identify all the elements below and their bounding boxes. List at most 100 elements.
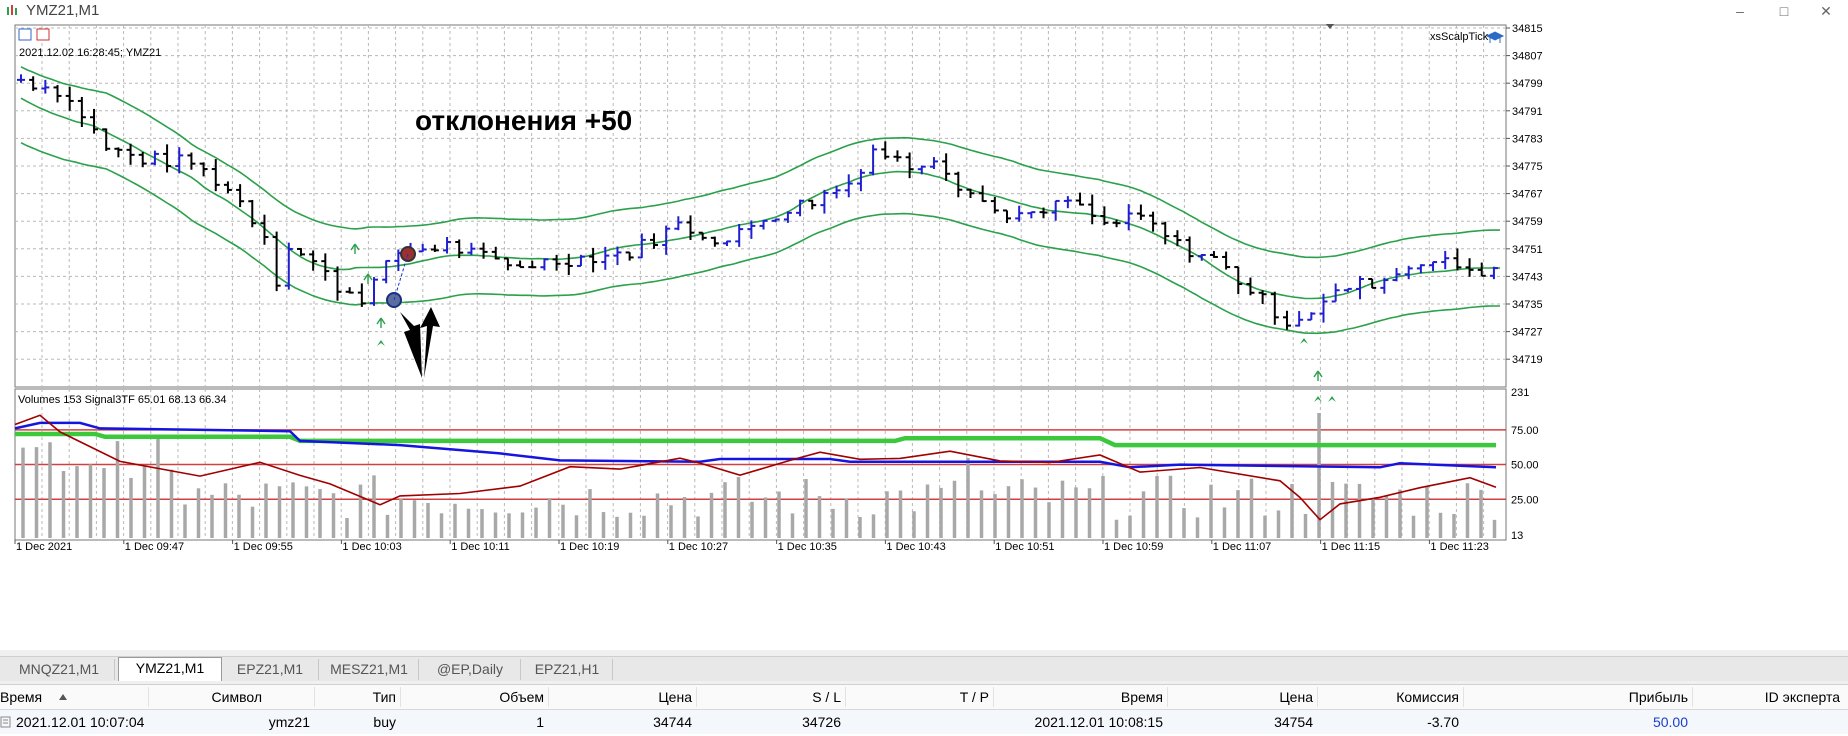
col-tp[interactable]: T / P [959, 689, 989, 705]
chart-tabs: MNQZ21,M1 YMZ21,M1 EPZ21,M1 MESZ21,M1 @E… [0, 656, 1848, 681]
price-label: 34719 [1512, 354, 1543, 366]
exit-marker [400, 246, 416, 262]
indicator-level-label: 50.00 [1511, 460, 1539, 472]
band-middle [20, 97, 1501, 300]
time-label: 1 Dec 10:11 [451, 541, 510, 553]
time-label: 1 Dec 11:23 [1430, 541, 1489, 553]
trade-sl: 34726 [802, 714, 841, 730]
price-label: 34767 [1512, 189, 1543, 201]
close-button[interactable]: ✕ [1820, 3, 1832, 19]
tab-mnqz21[interactable]: MNQZ21,M1 [4, 659, 115, 680]
window-titlebar: YMZ21,M1 – □ ✕ [0, 0, 1848, 23]
col-close-price[interactable]: Цена [1279, 689, 1313, 705]
time-label: 1 Dec 10:03 [342, 541, 401, 553]
time-label: 1 Dec 10:43 [886, 541, 945, 553]
col-close-time[interactable]: Время [1120, 689, 1163, 705]
col-symbol[interactable]: Символ [211, 689, 262, 705]
tab-epz21-h1[interactable]: EPZ21,H1 [522, 659, 613, 680]
time-label: 1 Dec 10:19 [560, 541, 619, 553]
tab-ep-daily[interactable]: @EP,Daily [420, 659, 521, 680]
price-chart[interactable]: 34815 34807 34799 34791 34783 34775 34767 34759… [0, 22, 1848, 650]
time-label: 1 Dec 2021 [16, 541, 72, 553]
tab-ymz21[interactable]: YMZ21,M1 [118, 657, 222, 681]
trade-type: buy [373, 714, 396, 730]
signal-arrow-icon [1313, 370, 1323, 381]
annotation-arrow-icon [400, 312, 422, 378]
trade-price: 34744 [653, 714, 692, 730]
sort-asc-icon [59, 694, 67, 700]
time-label: 1 Dec 10:35 [778, 541, 837, 553]
price-label: 34727 [1512, 327, 1543, 339]
chart-window[interactable]: 34815 34807 34799 34791 34783 34775 34767 34759… [0, 22, 1848, 650]
window-title: YMZ21,M1 [26, 2, 100, 19]
price-label: 34791 [1512, 106, 1543, 118]
chart-annotation: отклонения +50 [415, 105, 632, 136]
signal-arrow-icon [376, 317, 386, 328]
tab-epz21[interactable]: EPZ21,M1 [222, 659, 319, 680]
signal-red-line [14, 414, 1497, 521]
col-price[interactable]: Цена [658, 689, 692, 705]
time-label: 1 Dec 09:55 [234, 541, 293, 553]
band-lower [20, 141, 1500, 335]
indicator-level-label: 13 [1511, 530, 1523, 542]
trade-icon [0, 716, 11, 728]
col-expert-id[interactable]: ID эксперта [1764, 689, 1840, 705]
trade-link-line [393, 253, 409, 301]
tab-mesz21[interactable]: MESZ21,M1 [320, 659, 419, 680]
indicator-label: Volumes 153 Signal3TF 65.01 68.13 66.34 [18, 394, 227, 406]
col-type[interactable]: Тип [372, 689, 396, 705]
time-label: 1 Dec 11:15 [1322, 541, 1381, 553]
trade-symbol: ymz21 [268, 714, 310, 730]
minimize-button[interactable]: – [1736, 3, 1744, 19]
price-label: 34735 [1512, 299, 1543, 311]
price-label: 34751 [1512, 244, 1543, 256]
trade-close-time: 2021.12.01 10:08:15 [1034, 714, 1163, 730]
signal-arrow-icon [350, 243, 360, 254]
price-label: 34743 [1512, 271, 1543, 283]
trades-table: Время Символ Тип Объем Цена S / L T / P … [0, 684, 1848, 736]
time-label: 1 Dec 10:59 [1104, 541, 1163, 553]
price-label: 34815 [1512, 23, 1543, 35]
indicator-level-label: 231 [1511, 387, 1529, 399]
time-label: 1 Dec 10:51 [995, 541, 1054, 553]
annotation-arrow-icon [420, 307, 440, 378]
price-label: 34783 [1512, 133, 1543, 145]
price-label: 34759 [1512, 216, 1543, 228]
maximize-button[interactable]: □ [1779, 3, 1789, 19]
indicator-level-label: 25.00 [1511, 494, 1539, 506]
col-sl[interactable]: S / L [812, 689, 841, 705]
trade-tp [890, 710, 989, 734]
price-panel [14, 24, 1507, 388]
price-label: 34807 [1512, 51, 1543, 63]
chart-info: 2021.12.02 16:28:45; YMZ21 [19, 47, 161, 59]
signal-green-line [15, 431, 1496, 448]
col-volume[interactable]: Объем [499, 689, 544, 705]
trade-close-price: 34754 [1274, 714, 1313, 730]
expert-name: xsScalpTick [1430, 31, 1489, 43]
chart-app-icon [7, 5, 17, 15]
trade-profit: 50.00 [1652, 714, 1688, 730]
trades-table-header: Время Символ Тип Объем Цена S / L T / P … [0, 685, 1848, 710]
indicator-level-label: 75.00 [1511, 425, 1539, 437]
graduation-cap-icon [1485, 31, 1505, 43]
band-upper [20, 66, 1500, 259]
col-time[interactable]: Время [0, 689, 43, 705]
signal-chevron-icon [1314, 396, 1322, 402]
trade-volume: 1 [536, 714, 544, 730]
time-label: 1 Dec 09:47 [125, 541, 184, 553]
time-label: 1 Dec 11:07 [1213, 541, 1272, 553]
trade-panel-icon [36, 28, 50, 41]
trade-expert-id [1720, 710, 1840, 734]
scroll-marker-icon [1326, 24, 1334, 29]
col-profit[interactable]: Прибыль [1628, 689, 1688, 705]
one-click-icon [18, 28, 32, 41]
signal-chevron-icon [377, 340, 385, 346]
price-label: 34799 [1512, 78, 1543, 90]
signal-blue-line [14, 421, 1497, 469]
table-row[interactable]: 2021.12.01 10:07:04 ymz21 buy 1 34744 34… [0, 710, 1848, 734]
trade-time: 2021.12.01 10:07:04 [16, 714, 145, 730]
signal-arrow-icon [363, 273, 373, 284]
signal-chevron-icon [1300, 338, 1308, 344]
time-label: 1 Dec 10:27 [669, 541, 728, 553]
col-commission[interactable]: Комиссия [1396, 689, 1459, 705]
